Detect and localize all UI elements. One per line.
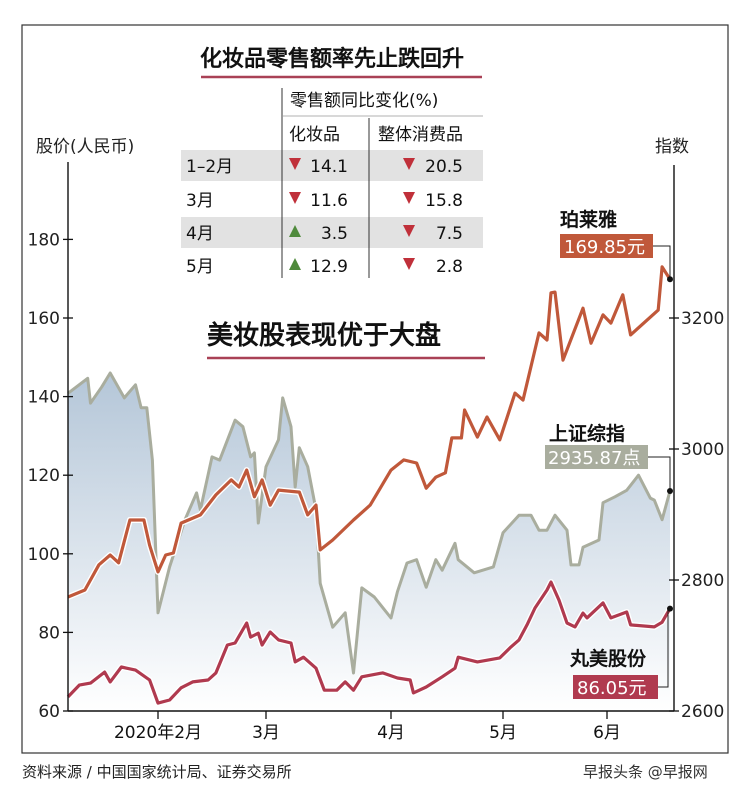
series-value-sse: 2935.87点 bbox=[548, 448, 640, 469]
series-line-proya bbox=[67, 265, 672, 599]
table-cell-overall: 7.5 bbox=[436, 224, 463, 244]
arrow-down-icon bbox=[289, 192, 301, 204]
right-tick-label: 3200 bbox=[681, 309, 724, 329]
index-area-fill bbox=[68, 373, 670, 711]
end-point-proya bbox=[667, 276, 673, 283]
arrow-down-icon bbox=[289, 158, 301, 170]
table-cell-overall: 2.8 bbox=[436, 257, 463, 277]
left-tick-label: 100 bbox=[28, 545, 60, 565]
series-line-sse bbox=[67, 371, 672, 675]
table-column-header-cosmetics: 化妆品 bbox=[289, 125, 340, 145]
arrow-down-icon bbox=[403, 158, 415, 170]
series-label-proya: 珀莱雅 bbox=[560, 208, 617, 231]
series-value-badge-sse bbox=[545, 445, 648, 469]
leader-line-sse bbox=[648, 456, 671, 490]
table-group-header: 零售额同比变化(%) bbox=[290, 91, 438, 111]
x-tick-label: 6月 bbox=[593, 723, 621, 743]
end-points-layer bbox=[667, 276, 673, 612]
x-tick-label: 2020年2月 bbox=[114, 723, 202, 743]
source-note: 资料来源 / 中国国家统计局、证券交易所 bbox=[22, 763, 292, 781]
index-area-layer bbox=[68, 373, 670, 711]
table-title: 化妆品零售额率先止跌回升 bbox=[200, 46, 464, 72]
arrow-down-icon bbox=[403, 258, 415, 270]
left-tick-label: 60 bbox=[38, 702, 60, 722]
end-point-marubi bbox=[667, 605, 673, 612]
table-row-period: 4月 bbox=[186, 224, 214, 244]
arrow-up-icon bbox=[289, 225, 301, 237]
table-row-period: 5月 bbox=[186, 257, 214, 277]
table-column-header-overall: 整体消费品 bbox=[378, 125, 463, 145]
table-cell-cosmetics: 3.5 bbox=[321, 224, 348, 244]
chart-title: 美妆股表现优于大盘 bbox=[207, 320, 441, 351]
axis-ticks-layer: 60 80 100 120 140 160 180 2600 2800 3000 3200 2020年… bbox=[28, 230, 725, 743]
arrow-up-icon bbox=[289, 258, 301, 270]
table-cell-overall: 20.5 bbox=[425, 157, 463, 177]
table-body: 1–2月 14.1 20.5 3月 11.6 15.8 4月 3.5 7.5 5月 12.9 2.8 bbox=[186, 157, 463, 277]
series-lines-layer bbox=[65, 263, 673, 707]
table-row-period: 3月 bbox=[186, 191, 214, 211]
left-tick-label: 160 bbox=[28, 309, 60, 329]
x-tick-label: 3月 bbox=[252, 723, 280, 743]
arrow-down-icon bbox=[403, 225, 415, 237]
table-cell-cosmetics: 12.9 bbox=[310, 257, 348, 277]
series-value-proya: 169.85元 bbox=[564, 237, 645, 258]
series-value-badge-proya bbox=[560, 234, 653, 258]
left-tick-label: 120 bbox=[28, 466, 60, 486]
left-tick-label: 180 bbox=[28, 230, 60, 250]
right-tick-label: 2600 bbox=[681, 702, 724, 722]
series-label-marubi: 丸美股份 bbox=[569, 647, 647, 670]
leader-line-marubi bbox=[658, 607, 669, 688]
table-cell-overall: 15.8 bbox=[425, 191, 463, 211]
end-point-sse bbox=[667, 488, 673, 495]
left-axis-label: 股价(人民币) bbox=[36, 137, 134, 157]
x-tick-label: 5月 bbox=[489, 723, 517, 743]
right-tick-label: 2800 bbox=[681, 571, 724, 591]
series-line-marubi bbox=[66, 580, 672, 705]
table-row-period: 1–2月 bbox=[186, 157, 233, 177]
table-cell-cosmetics: 11.6 bbox=[310, 191, 348, 211]
watermark: 早报头条 @早报网 bbox=[583, 763, 708, 781]
x-tick-label: 4月 bbox=[377, 723, 405, 743]
right-tick-label: 3000 bbox=[681, 440, 724, 460]
table-row-shade-3 bbox=[181, 217, 483, 248]
left-tick-label: 140 bbox=[28, 388, 60, 408]
table-cell-cosmetics: 14.1 bbox=[310, 157, 348, 177]
arrow-down-icon bbox=[403, 192, 415, 204]
leader-line-proya bbox=[653, 245, 671, 277]
table-row-shade-1 bbox=[181, 150, 483, 181]
left-tick-label: 80 bbox=[38, 623, 60, 643]
right-axis-label: 指数 bbox=[655, 137, 689, 157]
series-value-marubi: 86.05元 bbox=[577, 678, 647, 699]
series-label-sse: 上证综指 bbox=[549, 422, 625, 445]
series-value-badge-marubi bbox=[573, 675, 658, 699]
